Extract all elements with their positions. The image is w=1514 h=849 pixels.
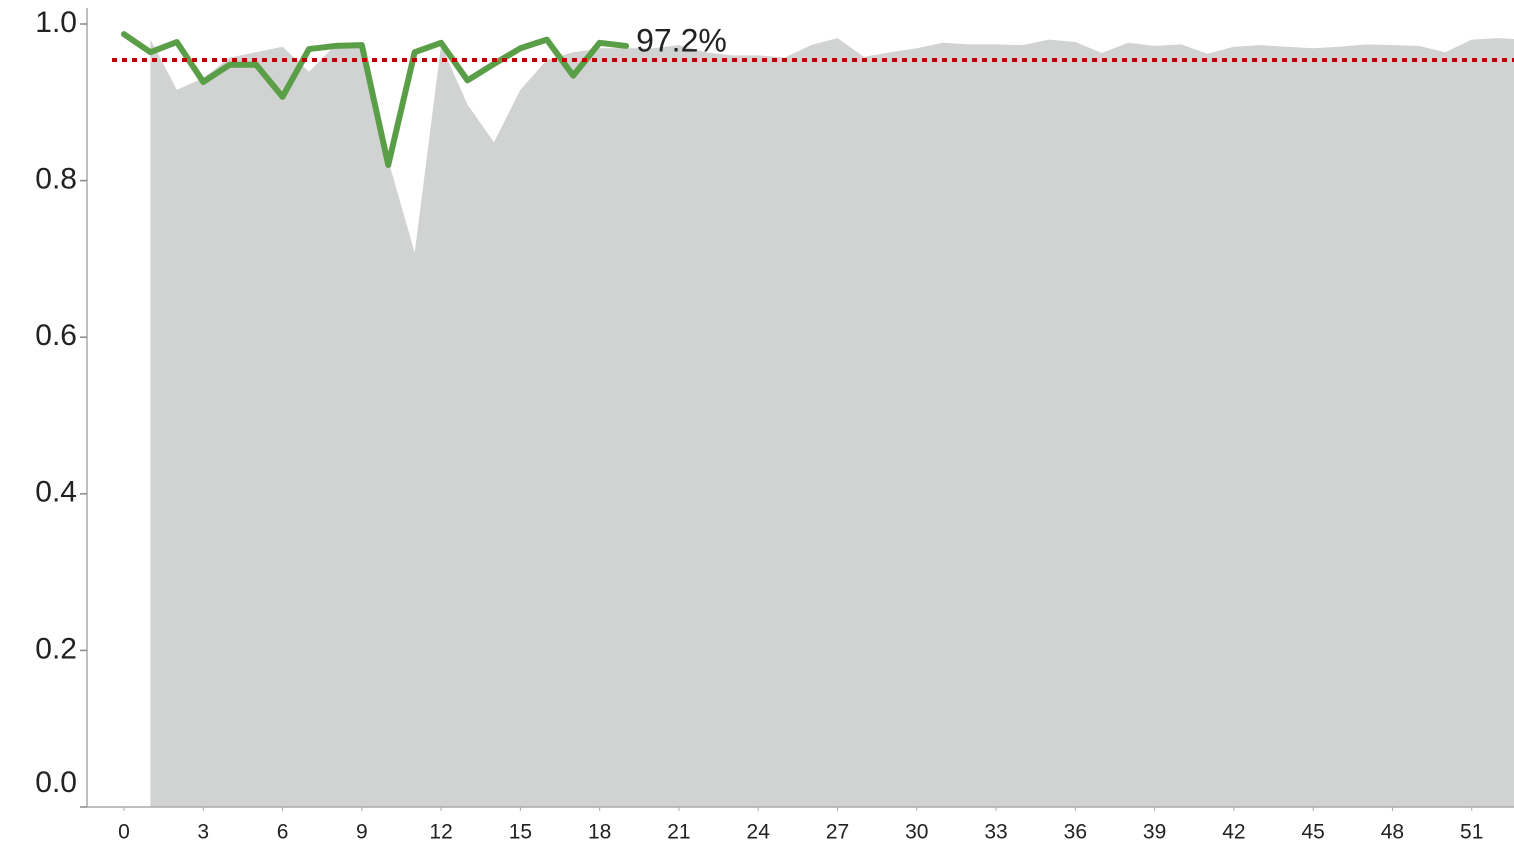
x-tick-label: 48 bbox=[1381, 821, 1404, 844]
y-tick-label: 0.8 bbox=[35, 163, 77, 196]
x-tick-label: 12 bbox=[429, 821, 452, 844]
area bbox=[150, 38, 1514, 807]
x-tick-label: 21 bbox=[667, 821, 690, 844]
x-tick-label: 0 bbox=[118, 821, 130, 844]
x-tick-label: 27 bbox=[826, 821, 849, 844]
y-tick-label: 0.4 bbox=[35, 476, 77, 509]
plot-area: 97.2% bbox=[120, 22, 1514, 807]
x-tick-label: 33 bbox=[984, 821, 1007, 844]
y-tick-label: 1.0 bbox=[35, 6, 77, 39]
x-tick-label: 18 bbox=[588, 821, 611, 844]
value-label: 97.2% bbox=[636, 22, 727, 58]
x-tick-label: 30 bbox=[905, 821, 928, 844]
x-tick-label: 6 bbox=[277, 821, 289, 844]
x-tick-label: 51 bbox=[1460, 821, 1483, 844]
line bbox=[120, 31, 630, 168]
x-tick-label: 3 bbox=[197, 821, 209, 844]
x-tick-label: 15 bbox=[509, 821, 532, 844]
x-tick-label: 24 bbox=[747, 821, 771, 844]
x-tick-label: 39 bbox=[1143, 821, 1166, 844]
y-tick-label: 0.6 bbox=[35, 319, 77, 352]
x-tick-label: 9 bbox=[356, 821, 368, 844]
x-tick-label: 42 bbox=[1222, 821, 1245, 844]
y-tick-label: 0.0 bbox=[35, 766, 77, 799]
x-tick-label: 45 bbox=[1301, 821, 1324, 844]
x-tick-label: 36 bbox=[1064, 821, 1087, 844]
y-tick-label: 0.2 bbox=[35, 632, 77, 665]
